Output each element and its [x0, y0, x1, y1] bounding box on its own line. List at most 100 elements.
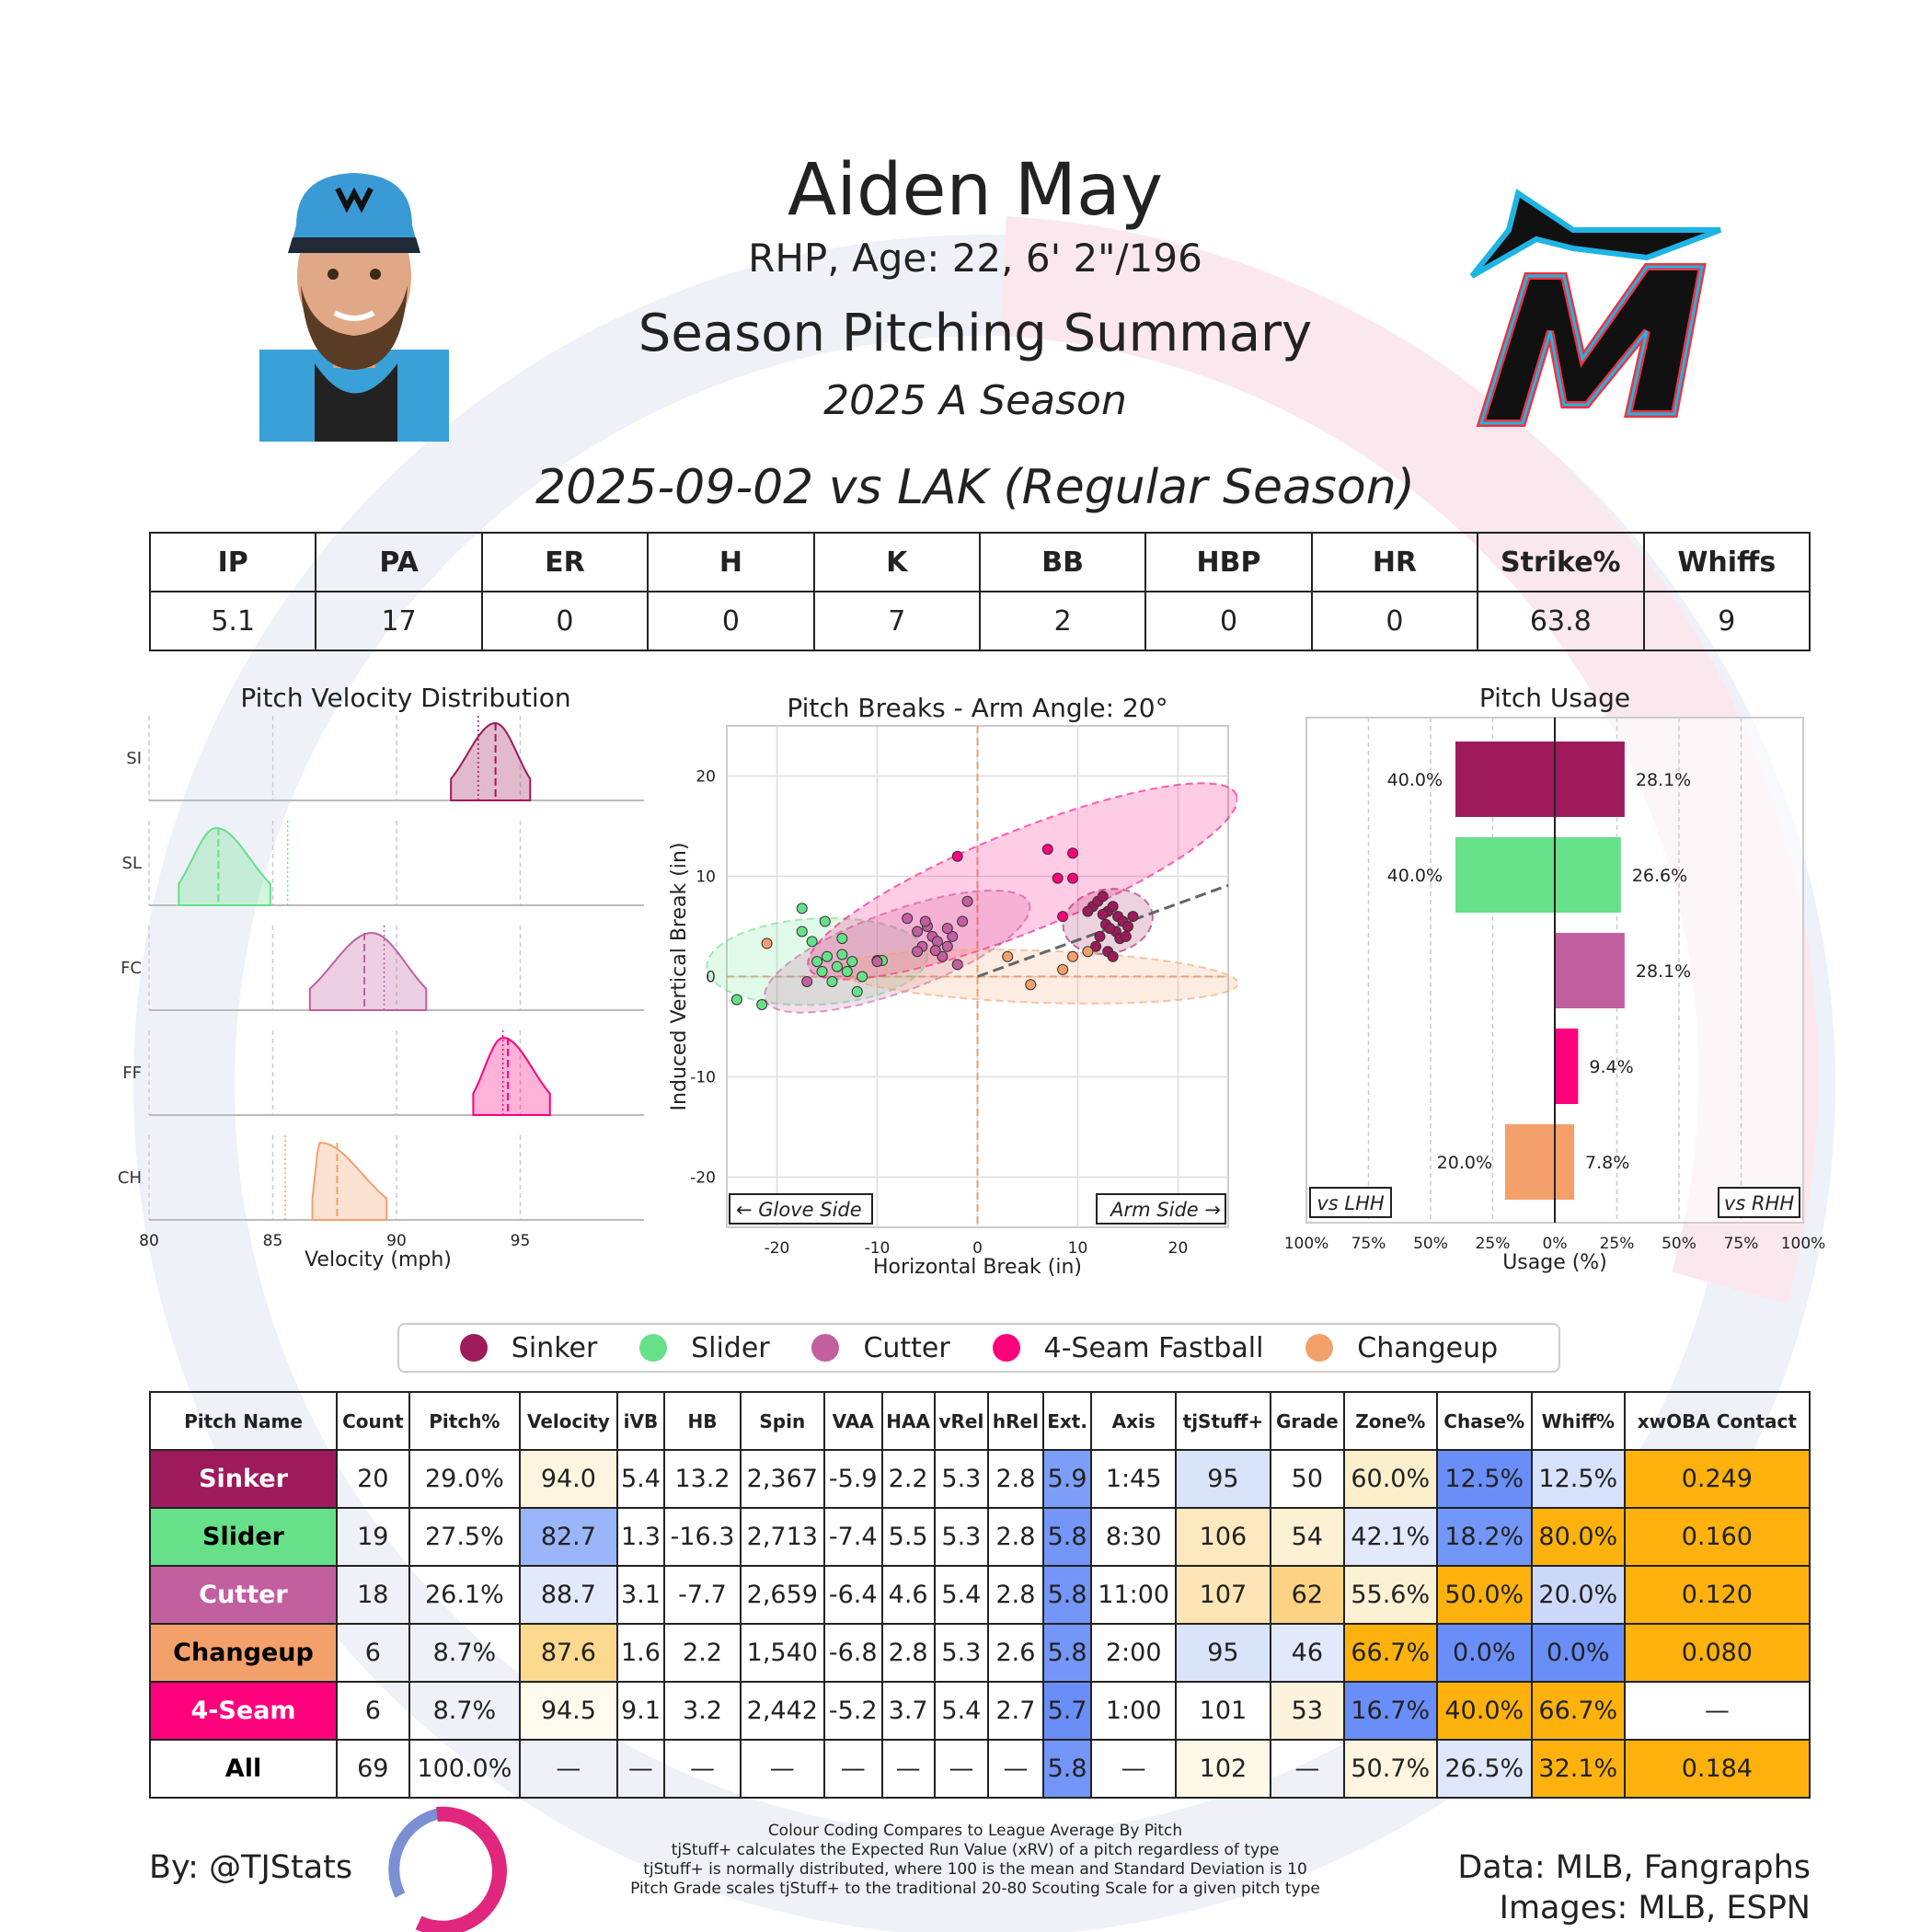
pitch-table-cell: — — [615, 1739, 666, 1799]
stats-value-cell: 5.1 — [148, 591, 317, 651]
pitch-table-cell: -7.7 — [663, 1565, 742, 1625]
pitch-table-cell: 46 — [1269, 1623, 1345, 1683]
break-point — [937, 950, 949, 962]
usage-label-lhh: 40.0% — [1387, 770, 1443, 790]
usage-tick-label: 25% — [1476, 1235, 1511, 1253]
pitch-table-cell: 8.7% — [408, 1623, 522, 1683]
break-chart-title: Pitch Breaks - Arm Angle: 20° — [787, 693, 1167, 723]
break-point — [822, 950, 833, 962]
footer-note: Pitch Grade scales tjStuff+ to the tradi… — [630, 1880, 1320, 1898]
break-point — [1090, 940, 1102, 952]
usage-bar-rhh — [1555, 1029, 1579, 1104]
break-point — [857, 971, 868, 983]
stats-header-cell: Strike% — [1477, 532, 1645, 592]
usage-tick-label: 25% — [1600, 1235, 1635, 1253]
pitch-table-cell: -5.2 — [822, 1681, 883, 1741]
pitch-table-cell: 2,442 — [739, 1681, 825, 1741]
vs-rhh-box — [1718, 1187, 1800, 1218]
stats-value-cell: 0 — [1310, 591, 1479, 651]
break-point — [1094, 930, 1106, 942]
pitch-table-cell: 0.120 — [1623, 1565, 1811, 1625]
arm-side-box — [1096, 1193, 1226, 1225]
pitch-table-header: tjStuff+ — [1175, 1391, 1271, 1451]
vs-lhh-box — [1309, 1187, 1392, 1218]
pitch-table-cell: — — [987, 1739, 1044, 1799]
pitch-table-cell: 82.7 — [519, 1507, 618, 1567]
stats-value-cell: 0 — [647, 591, 815, 651]
usage-tick-label: 75% — [1724, 1235, 1759, 1253]
velocity-density-area — [450, 721, 532, 801]
usage-label-rhh: 26.6% — [1632, 866, 1687, 886]
break-point — [929, 945, 941, 957]
pitch-table-cell: 13.2 — [663, 1449, 742, 1509]
break-tick-x: -20 — [765, 1239, 790, 1258]
footer-note: tjStuff+ calculates the Expected Run Val… — [671, 1841, 1280, 1859]
pitch-table-cell: 60.0% — [1342, 1449, 1438, 1509]
pitch-table-cell: 2,367 — [739, 1449, 825, 1509]
pitch-table-header-row: Pitch Name Count Pitch% Velocity iVB HB Spin VA… — [149, 1391, 1811, 1451]
pitch-table-cell: 5.8 — [1041, 1565, 1093, 1625]
pitch-table-cell: — — [1623, 1681, 1811, 1741]
break-tick-y: -20 — [690, 1169, 716, 1188]
pitch-table-cell: — — [1090, 1739, 1177, 1799]
data-credits: Data: MLB, Fangraphs Images: MLB, ESPN — [1457, 1847, 1811, 1928]
pitch-table-cell: 29.0% — [408, 1449, 522, 1509]
pitch-metrics-table: Pitch Name Count Pitch% Velocity iVB HB Spin VA… — [149, 1391, 1811, 1799]
pitch-table-header: Velocity — [519, 1391, 618, 1451]
break-point — [1025, 979, 1037, 991]
stats-value-cell: 2 — [978, 591, 1147, 651]
pitch-table-header: xwOBA Contact — [1623, 1391, 1811, 1451]
break-tick-x: 0 — [972, 1239, 983, 1258]
pitch-table-cell: 1.6 — [615, 1623, 666, 1683]
break-point — [951, 850, 963, 862]
player-bio: RHP, Age: 22, 6' 2"/196 — [748, 236, 1202, 281]
break-point — [796, 903, 808, 914]
pitch-table-cell: 95 — [1175, 1449, 1271, 1509]
pitch-table-cell: 50 — [1269, 1449, 1345, 1509]
pitch-table-cell: 2,659 — [739, 1565, 825, 1625]
pitch-table-cell: 94.5 — [519, 1681, 618, 1741]
pitch-table-cell: 88.7 — [519, 1565, 618, 1625]
pitch-table-header: Chase% — [1435, 1391, 1533, 1451]
velocity-tick-label: 95 — [511, 1232, 531, 1250]
stats-header-cell: HR — [1310, 532, 1479, 592]
legend-item: Sinker — [459, 1332, 597, 1364]
pitch-table-cell: 40.0% — [1435, 1681, 1533, 1741]
pitch-table-cell: 5.4 — [933, 1681, 990, 1741]
pitch-table-header: hRel — [987, 1391, 1044, 1451]
break-point — [806, 936, 818, 948]
stats-header-cell: Whiffs — [1642, 532, 1811, 592]
break-tick-y: 10 — [696, 868, 716, 887]
break-point — [819, 915, 831, 927]
break-point — [1057, 911, 1069, 923]
pitch-table-row: Slider 19 27.5% 82.7 1.3 -16.3 2,713 -7.4 5.5 5.3… — [149, 1507, 1811, 1567]
break-point — [951, 959, 963, 971]
legend-item: Slider — [639, 1332, 770, 1364]
usage-tick-label: 75% — [1351, 1235, 1386, 1253]
usage-bar-lhh — [1505, 1124, 1555, 1200]
break-tick-y: 20 — [696, 768, 716, 787]
usage-axis-label: Usage (%) — [1502, 1251, 1607, 1274]
legend-item: 4-Seam Fastball — [992, 1332, 1263, 1364]
usage-bar-lhh — [1455, 742, 1555, 817]
pitch-table-cell: — — [519, 1739, 618, 1799]
pitch-table-cell: 101 — [1175, 1681, 1271, 1741]
pitch-table-row: 4-Seam 6 8.7% 94.5 9.1 3.2 2,442 -5.2 3.7 5.4 2.7 5… — [149, 1681, 1811, 1741]
break-point — [826, 975, 838, 987]
pitch-table-cell: 2.2 — [880, 1449, 936, 1509]
pitch-table-cell: 5.3 — [933, 1623, 990, 1683]
stats-header-cell: PA — [315, 532, 483, 592]
stats-value-cell: 17 — [315, 591, 483, 651]
usage-bar-lhh — [1455, 837, 1555, 913]
break-point — [1041, 844, 1053, 856]
pitch-table-row: Changeup 6 8.7% 87.6 1.6 2.2 1,540 -6.8 2.8 5.3 2.… — [149, 1623, 1811, 1683]
pitch-name-cell: Changeup — [149, 1623, 338, 1683]
pitch-name-cell: Slider — [149, 1507, 338, 1567]
usage-label-rhh: 9.4% — [1589, 1057, 1633, 1077]
pitch-table-cell: 4.6 — [880, 1565, 936, 1625]
pitch-table-cell: — — [663, 1739, 742, 1799]
break-point — [941, 940, 953, 952]
glove-side-label: ← Glove Side — [736, 1199, 862, 1221]
usage-label-rhh: 28.1% — [1636, 961, 1691, 982]
pitch-table-cell: 62 — [1269, 1565, 1345, 1625]
